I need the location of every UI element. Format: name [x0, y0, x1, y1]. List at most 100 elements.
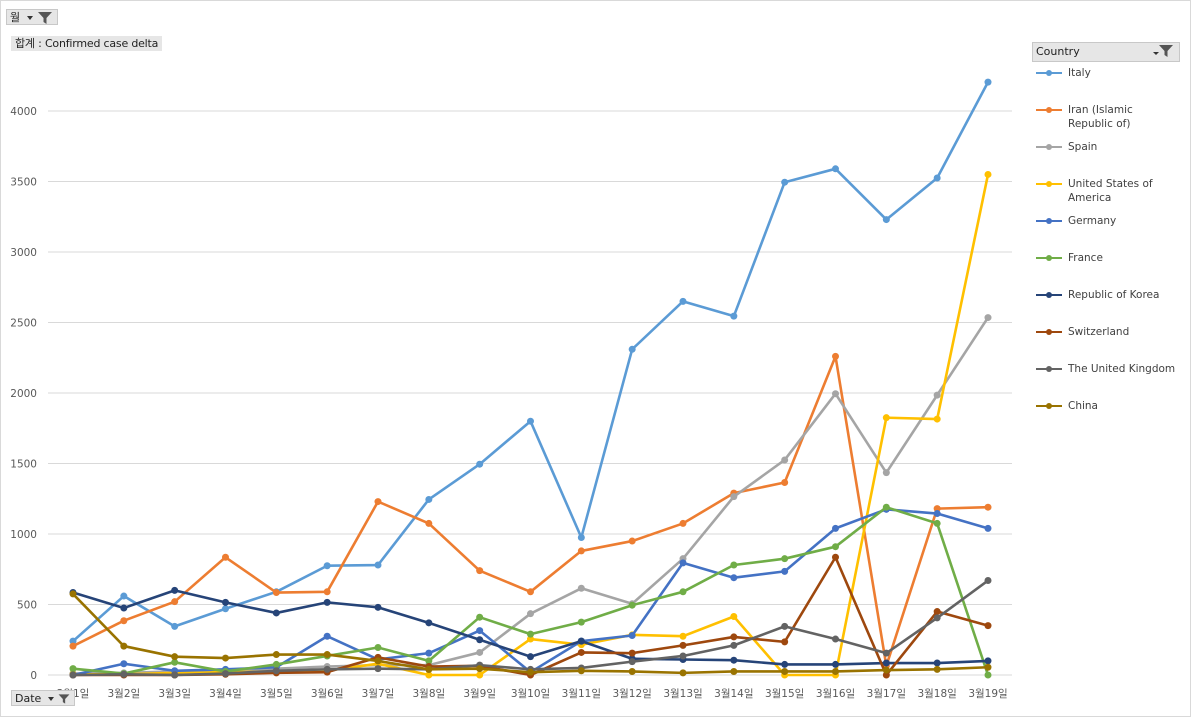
- x-tick-label: 3월15일: [765, 687, 804, 700]
- data-point: [374, 561, 382, 569]
- data-point: [69, 671, 77, 679]
- data-point: [272, 667, 280, 675]
- x-tick-label: 3월17일: [867, 687, 906, 700]
- data-point: [171, 586, 179, 594]
- data-point: [323, 598, 331, 606]
- data-point: [781, 178, 789, 186]
- data-point: [933, 608, 941, 616]
- page-field-button[interactable]: 월: [6, 9, 59, 25]
- data-point: [577, 637, 585, 645]
- data-point: [730, 312, 738, 320]
- data-point: [984, 657, 992, 665]
- data-point: [730, 493, 738, 501]
- data-point: [781, 660, 789, 668]
- data-point: [933, 510, 941, 518]
- x-tick-label: 3월14일: [714, 687, 753, 700]
- data-point: [120, 617, 128, 625]
- legend-swatch-icon: [1036, 70, 1062, 76]
- data-point: [984, 577, 992, 585]
- x-tick-label: 3월8일: [412, 687, 445, 700]
- data-point: [577, 667, 585, 675]
- data-point: [628, 537, 636, 545]
- data-point: [832, 352, 839, 360]
- data-point: [730, 561, 738, 569]
- data-point: [171, 622, 179, 630]
- data-point: [374, 657, 382, 665]
- series-line: [71, 316, 990, 675]
- legend-label: Spain: [1068, 141, 1098, 153]
- data-point: [984, 170, 992, 178]
- data-point: [374, 644, 382, 652]
- data-point: [577, 534, 585, 542]
- data-point: [374, 603, 382, 611]
- data-point: [984, 78, 992, 86]
- data-point: [882, 666, 890, 674]
- data-point: [679, 588, 687, 596]
- data-point: [476, 613, 484, 621]
- legend-label: Switzerland: [1068, 326, 1130, 338]
- data-point: [832, 553, 839, 561]
- data-point: [628, 601, 636, 609]
- data-point: [374, 665, 382, 673]
- data-point: [222, 670, 229, 678]
- y-tick-label: 4000: [10, 106, 37, 118]
- data-point: [120, 592, 128, 600]
- y-tick-label: 3500: [10, 177, 37, 189]
- data-point: [984, 663, 992, 671]
- legend-label: Republic of Korea: [1068, 289, 1160, 301]
- data-point: [120, 660, 128, 668]
- legend-label: China: [1068, 400, 1098, 412]
- data-point: [272, 609, 280, 617]
- data-point: [933, 614, 941, 622]
- x-tick-label: 3월4일: [209, 687, 242, 700]
- data-point: [476, 648, 484, 656]
- data-point: [679, 559, 687, 567]
- axis-field-button[interactable]: Date: [11, 690, 76, 706]
- data-point: [730, 612, 738, 620]
- data-point: [832, 667, 839, 675]
- data-point: [679, 641, 687, 649]
- data-point: [730, 641, 738, 649]
- data-point: [323, 562, 331, 570]
- dropdown-caret-icon: [26, 16, 33, 20]
- data-point: [679, 519, 687, 527]
- legend-field-button[interactable]: Country: [1032, 42, 1180, 62]
- data-point: [425, 519, 433, 527]
- x-tick-label: 3월9일: [463, 687, 496, 700]
- data-point: [882, 659, 890, 667]
- data-point: [323, 588, 331, 596]
- data-point: [323, 651, 331, 659]
- data-point: [222, 605, 229, 613]
- y-tick-label: 0: [30, 670, 37, 682]
- data-point: [476, 636, 484, 644]
- data-point: [577, 584, 585, 592]
- x-tick-label: 3월10일: [511, 687, 550, 700]
- x-tick-label: 3월13일: [663, 687, 702, 700]
- data-point: [628, 649, 636, 657]
- data-point: [933, 505, 941, 513]
- x-tick-label: 3월11일: [562, 687, 601, 700]
- data-point: [425, 495, 433, 503]
- data-point: [781, 622, 789, 630]
- data-point: [476, 665, 484, 673]
- data-point: [222, 553, 229, 561]
- data-point: [577, 648, 585, 656]
- legend-swatch-icon: [1036, 403, 1062, 409]
- data-point: [933, 391, 941, 399]
- data-point: [730, 667, 738, 675]
- value-field-button[interactable]: 합계 : Confirmed case delta: [11, 36, 163, 51]
- legend-swatch-icon: [1036, 292, 1062, 298]
- data-point: [882, 649, 890, 657]
- data-point: [628, 658, 636, 666]
- data-point: [69, 642, 77, 650]
- data-point: [730, 574, 738, 582]
- data-point: [628, 667, 636, 675]
- axis-field-label: Date: [15, 692, 42, 705]
- data-point: [679, 669, 687, 677]
- data-point: [781, 479, 789, 487]
- data-point: [425, 649, 433, 657]
- data-point: [679, 652, 687, 660]
- legend-swatch-icon: [1036, 366, 1062, 372]
- data-point: [933, 659, 941, 667]
- data-point: [984, 671, 992, 679]
